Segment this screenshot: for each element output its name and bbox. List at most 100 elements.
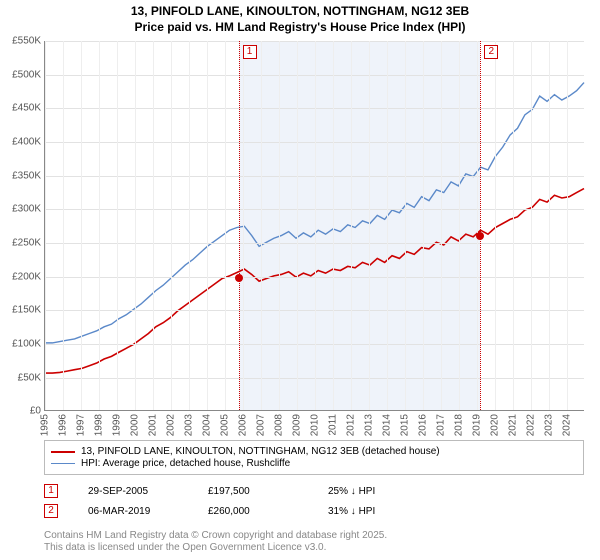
x-axis-label: 2014 [382,414,393,436]
x-axis-label: 2007 [256,414,267,436]
gridline-v [531,41,532,410]
gridline-v [171,41,172,410]
gridline-v [99,41,100,410]
x-axis-label: 1999 [112,414,123,436]
x-axis-label: 2022 [526,414,537,436]
y-axis-label: £200K [12,271,41,282]
gridline-v [45,41,46,410]
y-axis-label: £450K [12,103,41,114]
legend-box: 13, PINFOLD LANE, KINOULTON, NOTTINGHAM,… [44,440,584,475]
y-axis-label: £400K [12,137,41,148]
x-axis-label: 2002 [166,414,177,436]
gridline-v [477,41,478,410]
footer-line1: Contains HM Land Registry data © Crown c… [44,530,584,542]
gridline-v [423,41,424,410]
chart-area: £0£50K£100K£150K£200K£250K£300K£350K£400… [44,41,584,411]
gridline-v [207,41,208,410]
y-axis-label: £150K [12,305,41,316]
gridline-v [189,41,190,410]
x-axis-label: 2008 [274,414,285,436]
x-axis-label: 2023 [544,414,555,436]
x-axis-label: 1997 [76,414,87,436]
y-axis-label: £350K [12,170,41,181]
gridline-v [495,41,496,410]
gridline-v [81,41,82,410]
sale-date: 29-SEP-2005 [88,486,178,497]
sale-price: £197,500 [208,486,298,497]
gridline-v [153,41,154,410]
x-axis-label: 2024 [562,414,573,436]
marker-number-badge: 1 [243,45,257,59]
x-axis-label: 2003 [184,414,195,436]
gridline-v [279,41,280,410]
y-axis-label: £300K [12,204,41,215]
title-line2: Price paid vs. HM Land Registry's House … [0,20,600,36]
sale-row: 2 06-MAR-2019 £260,000 31% ↓ HPI [44,504,584,518]
sale-price: £260,000 [208,506,298,517]
price-marker-dot [476,232,484,240]
legend-swatch [51,463,75,464]
price-marker-dot [235,274,243,282]
x-axis-label: 2021 [508,414,519,436]
x-axis-label: 2001 [148,414,159,436]
gridline-v [351,41,352,410]
x-axis-label: 2005 [220,414,231,436]
gridline-v [297,41,298,410]
x-axis-label: 2020 [490,414,501,436]
x-axis-label: 1995 [40,414,51,436]
gridline-v [567,41,568,410]
gridline-v [261,41,262,410]
gridline-v [117,41,118,410]
sale-delta: 25% ↓ HPI [328,486,418,497]
gridline-v [369,41,370,410]
y-axis-label: £250K [12,238,41,249]
footer-attrib: Contains HM Land Registry data © Crown c… [44,530,584,554]
gridline-v [63,41,64,410]
marker-number-badge: 2 [484,45,498,59]
gridline-v [315,41,316,410]
legend-item: 13, PINFOLD LANE, KINOULTON, NOTTINGHAM,… [51,446,577,457]
title-line1: 13, PINFOLD LANE, KINOULTON, NOTTINGHAM,… [0,4,600,20]
x-axis-label: 2009 [292,414,303,436]
legend-swatch [51,451,75,453]
y-axis-label: £550K [12,36,41,47]
x-axis-label: 2017 [436,414,447,436]
gridline-v [225,41,226,410]
y-axis-label: £500K [12,69,41,80]
x-axis-label: 2019 [472,414,483,436]
x-axis-label: 2000 [130,414,141,436]
footer-line2: This data is licensed under the Open Gov… [44,542,584,554]
gridline-v [513,41,514,410]
sale-delta: 31% ↓ HPI [328,506,418,517]
y-axis-label: £50K [18,372,41,383]
x-axis-label: 2016 [418,414,429,436]
gridline-v [549,41,550,410]
x-axis-label: 2004 [202,414,213,436]
legend-label: HPI: Average price, detached house, Rush… [81,458,290,469]
x-axis-label: 2013 [364,414,375,436]
x-axis-label: 2010 [310,414,321,436]
gridline-v [387,41,388,410]
sale-row: 1 29-SEP-2005 £197,500 25% ↓ HPI [44,484,584,498]
sale-number-badge: 1 [44,484,58,498]
gridline-v [441,41,442,410]
gridline-v [333,41,334,410]
gridline-v [459,41,460,410]
chart-title: 13, PINFOLD LANE, KINOULTON, NOTTINGHAM,… [0,0,600,35]
marker-vline: 2 [480,41,481,410]
marker-vline: 1 [239,41,240,410]
x-axis-label: 2006 [238,414,249,436]
gridline-v [135,41,136,410]
x-axis-label: 2018 [454,414,465,436]
y-axis-label: £100K [12,338,41,349]
x-axis-label: 2015 [400,414,411,436]
gridline-v [243,41,244,410]
sale-date: 06-MAR-2019 [88,506,178,517]
sale-number-badge: 2 [44,504,58,518]
gridline-v [405,41,406,410]
legend-label: 13, PINFOLD LANE, KINOULTON, NOTTINGHAM,… [81,446,440,457]
x-axis-label: 1998 [94,414,105,436]
x-axis-label: 2011 [328,414,339,436]
x-axis-label: 2012 [346,414,357,436]
legend-item: HPI: Average price, detached house, Rush… [51,458,577,469]
